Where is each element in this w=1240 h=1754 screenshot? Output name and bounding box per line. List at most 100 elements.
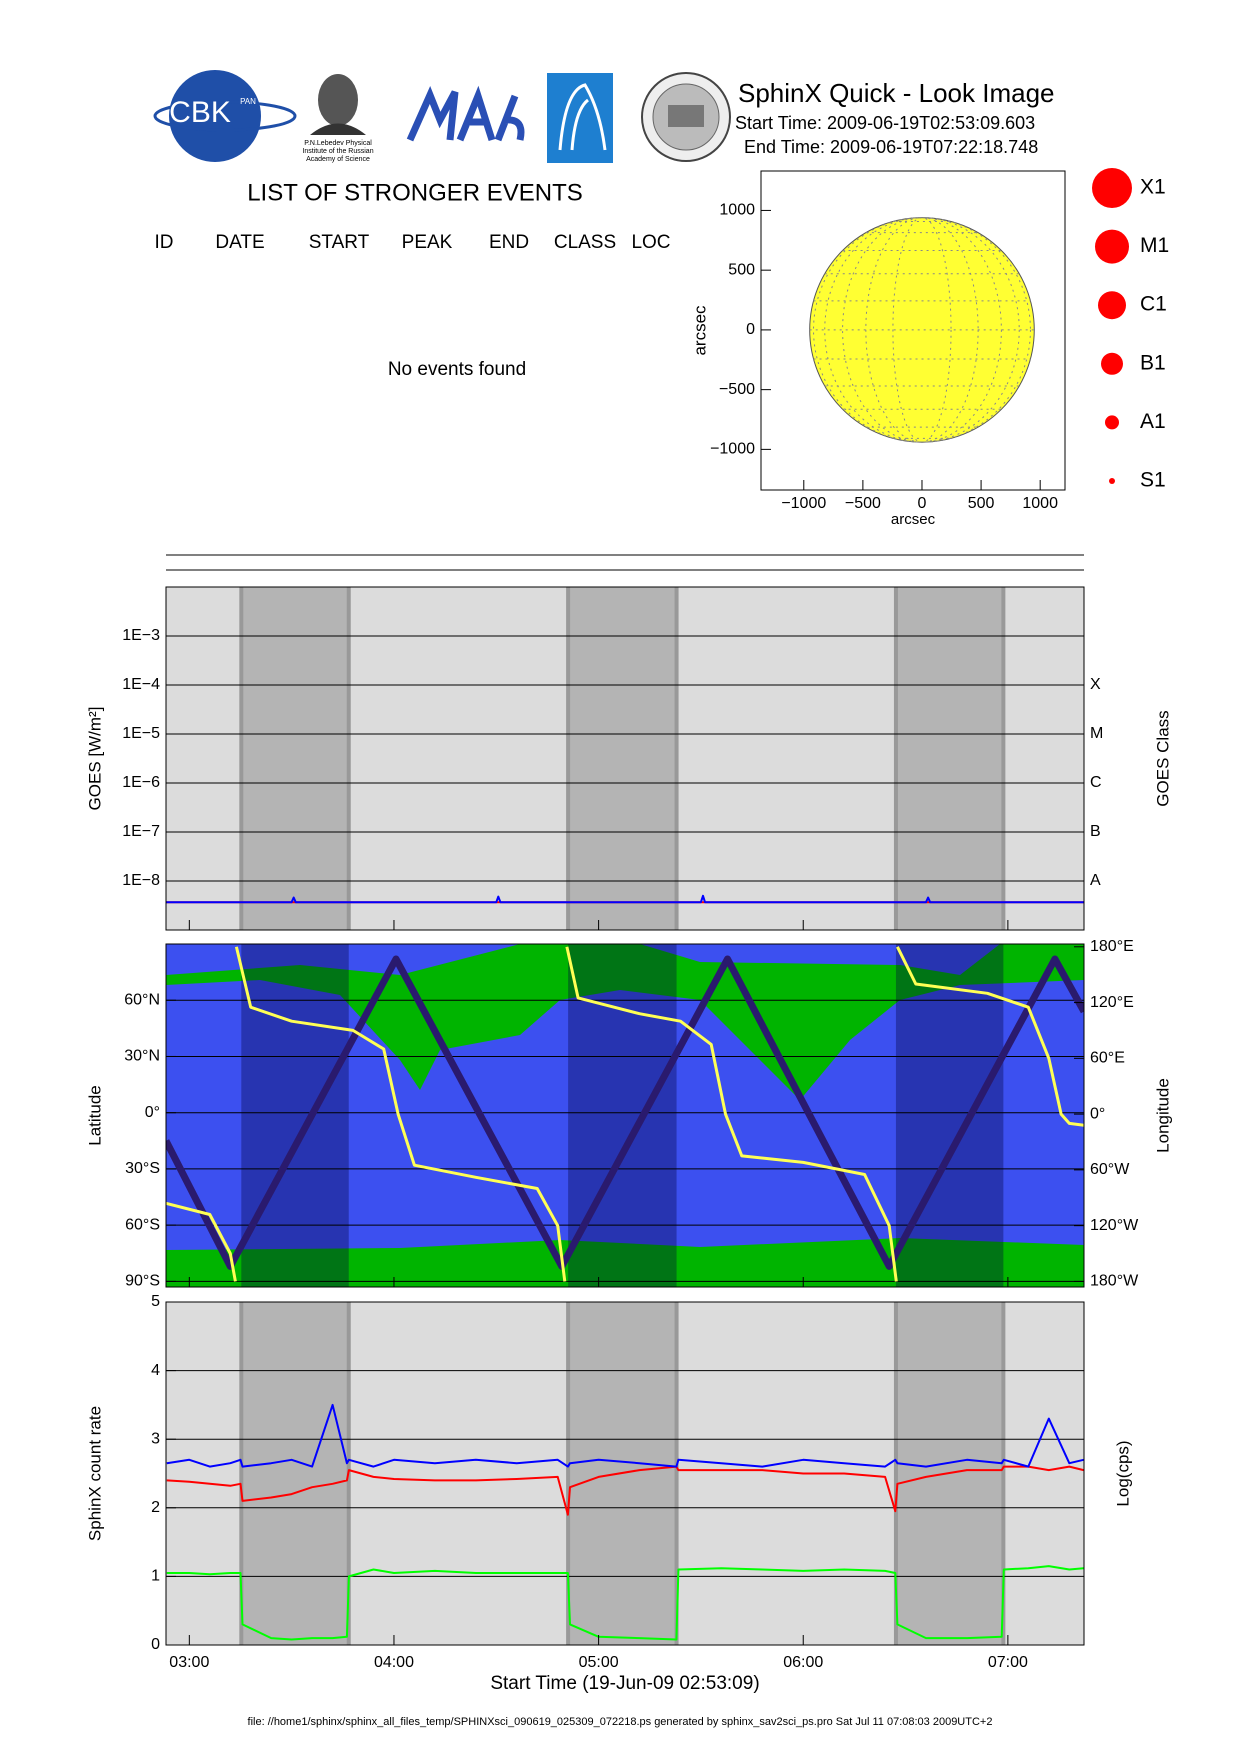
x-tick-label: 0 — [918, 495, 927, 512]
class-label: A1 — [1140, 410, 1166, 433]
class-label: C1 — [1140, 293, 1167, 316]
events-message: No events found — [388, 359, 526, 380]
plot-background — [166, 944, 1084, 1287]
series-line — [166, 1565, 1084, 1641]
axis-title: Latitude — [85, 1085, 104, 1146]
logo-swoosh — [153, 100, 297, 132]
axis-title: GOES Class — [1153, 710, 1172, 806]
x-tick-label: 04:00 — [374, 1654, 414, 1671]
y-tick-label: 1E−8 — [122, 872, 160, 889]
y-tick-label: 60°S — [125, 1216, 160, 1233]
x-tick-label: 500 — [968, 495, 995, 512]
logo-text: CBK — [169, 96, 231, 129]
portrait — [318, 74, 358, 126]
logo-cbk: CBK PAN — [153, 70, 297, 162]
y-tick-label: 1E−7 — [122, 823, 160, 840]
class-marker — [1095, 229, 1129, 264]
y-tick-label: 500 — [728, 261, 755, 278]
disk-meridian — [813, 217, 1031, 443]
column-header: CLASS — [554, 232, 616, 253]
y-tick-label: 1 — [151, 1568, 160, 1585]
axis-title: SphinX count rate — [85, 1406, 104, 1541]
logo-text: P.N.Lebedev Physical — [304, 140, 372, 147]
y-tick-label: 1E−3 — [122, 627, 160, 644]
y-tick-label: M — [1090, 725, 1103, 742]
y-tick-label: 30°N — [124, 1048, 160, 1065]
y-tick-label: 0° — [145, 1104, 160, 1121]
x-tick-label: 06:00 — [783, 1654, 823, 1671]
y-tick-label: −1000 — [710, 441, 755, 458]
y-tick-label: A — [1090, 872, 1101, 889]
start-time: Start Time: 2009-06-19T02:53:09.603 — [735, 113, 1035, 133]
axis-title: arcsec — [690, 305, 709, 356]
axis-title: GOES [W/m²] — [85, 707, 104, 811]
logo-disk — [169, 70, 261, 162]
y-tick-label: 1000 — [719, 202, 755, 219]
column-header: ID — [155, 232, 174, 253]
footer: file: //home1/sphinx/sphinx_all_files_te… — [248, 1716, 993, 1728]
y-tick-label: 60°W — [1090, 1161, 1130, 1178]
flux-region — [166, 1238, 1084, 1287]
x-tick-label: 07:00 — [988, 1654, 1028, 1671]
x-axis-title: arcsec — [891, 511, 936, 528]
plot-area — [166, 1302, 1084, 1645]
night-band — [895, 587, 1004, 930]
series-line — [166, 894, 1084, 904]
column-header: START — [309, 232, 370, 253]
y-tick-label: 2 — [151, 1499, 160, 1516]
class-marker — [1105, 415, 1119, 430]
column-header: DATE — [215, 232, 264, 253]
y-tick-label: 3 — [151, 1430, 160, 1447]
logo-shape — [406, 85, 525, 142]
night-band — [241, 944, 349, 1287]
column-header: END — [489, 232, 529, 253]
column-header: LOC — [631, 232, 670, 253]
y-tick-label: −500 — [719, 381, 755, 398]
y-tick-label: B — [1090, 823, 1101, 840]
logo-lebedev: P.N.Lebedev Physical Institute of the Ru… — [302, 74, 374, 163]
axis-title: Log(cps) — [1113, 1440, 1132, 1506]
y-tick-label: 30°S — [125, 1160, 160, 1177]
y-tick-label: 5 — [151, 1293, 160, 1310]
class-label: B1 — [1140, 351, 1166, 374]
x-tick-label: 05:00 — [579, 1654, 619, 1671]
series-line — [166, 1403, 1084, 1468]
y-tick-label: 180°E — [1090, 938, 1134, 955]
x-tick-label: 03:00 — [169, 1654, 209, 1671]
frame — [165, 586, 1085, 931]
plot-area — [166, 587, 1084, 930]
y-tick-label: 0 — [746, 321, 755, 338]
y-tick-label: 90°S — [125, 1273, 160, 1290]
y-tick-label: 120°W — [1090, 1217, 1139, 1234]
class-label: M1 — [1140, 234, 1169, 257]
column-header: PEAK — [402, 232, 453, 253]
seal-building — [668, 105, 704, 127]
title: SphinX Quick - Look Image — [738, 78, 1055, 108]
series-line — [166, 946, 1084, 1282]
frame — [760, 170, 1066, 491]
y-tick-label: X — [1090, 676, 1101, 693]
end-time: End Time: 2009-06-19T07:22:18.748 — [744, 137, 1038, 157]
logo-mifi — [406, 85, 525, 142]
class-marker — [1092, 168, 1132, 208]
x-axis-title: Start Time (19-Jun-09 02:53:09) — [490, 1673, 759, 1694]
night-band — [241, 1302, 349, 1645]
y-tick-label: 1E−6 — [122, 774, 160, 791]
disk-meridian — [824, 217, 1020, 443]
logo-shape — [558, 83, 607, 151]
class-marker — [1101, 352, 1123, 375]
y-tick-label: 60°N — [124, 991, 160, 1008]
logo-seal — [641, 72, 731, 162]
night-band — [568, 587, 677, 930]
x-tick-label: 1000 — [1022, 495, 1058, 512]
y-tick-label: 0 — [151, 1636, 160, 1653]
class-marker — [1098, 291, 1126, 320]
solar-disk — [809, 217, 1035, 443]
x-tick-label: −500 — [845, 495, 881, 512]
night-band — [241, 587, 349, 930]
night-band — [568, 944, 677, 1287]
axis-title: Longitude — [1153, 1078, 1172, 1153]
y-tick-label: 0° — [1090, 1105, 1105, 1122]
logo-text: Academy of Science — [306, 156, 370, 163]
y-tick-label: 4 — [151, 1362, 160, 1379]
